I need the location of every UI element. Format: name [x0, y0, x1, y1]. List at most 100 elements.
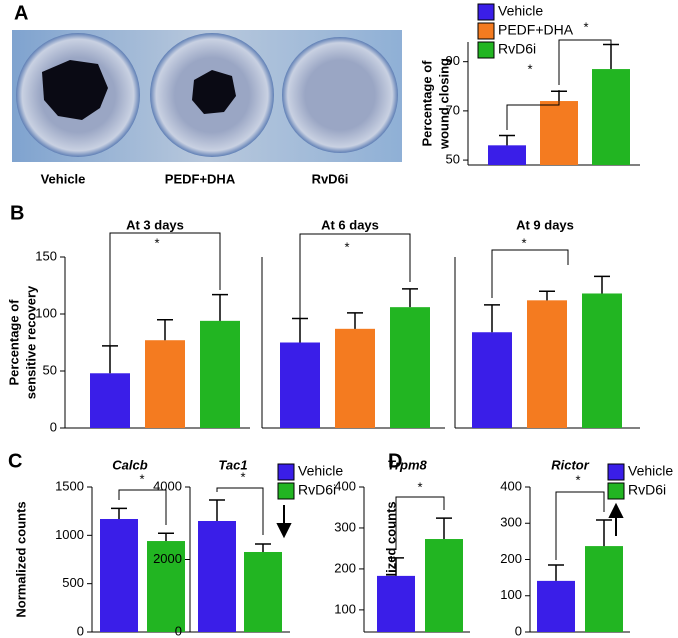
error-bar	[212, 293, 228, 321]
bar	[145, 340, 185, 428]
y-tick-label: 200	[500, 551, 522, 566]
bar	[90, 373, 130, 428]
significance-bracket	[216, 487, 264, 535]
photo-caption: RvD6i	[312, 171, 349, 186]
y-tick-label: 500	[62, 575, 84, 590]
legend-label: RvD6i	[498, 41, 536, 57]
y-tick-label: 70	[446, 102, 460, 117]
significance-bracket	[299, 233, 411, 318]
bar	[425, 539, 463, 632]
significance-star: *	[527, 61, 532, 76]
chart-title: Calcb	[112, 457, 147, 472]
chart-title: At 9 days	[516, 217, 574, 232]
legend-label: Vehicle	[498, 3, 543, 19]
legend-swatch	[607, 463, 625, 481]
significance-bracket	[555, 491, 605, 560]
y-axis-label: wound closing	[436, 58, 451, 150]
error-bar	[402, 288, 418, 308]
significance-star: *	[240, 469, 245, 484]
y-tick-label: 1000	[55, 527, 84, 542]
bar	[472, 332, 512, 428]
y-tick-label: 200	[334, 560, 356, 575]
y-tick-label: 1500	[55, 478, 84, 493]
y-tick-label: 100	[500, 587, 522, 602]
error-bar	[255, 543, 271, 552]
significance-bracket	[109, 232, 221, 362]
chart-title: At 6 days	[321, 217, 379, 232]
y-axis-label: sensitive recovery	[23, 285, 38, 399]
error-bar	[158, 532, 174, 542]
legend-swatch	[477, 22, 495, 40]
arrows	[276, 502, 624, 539]
significance-bracket	[118, 489, 167, 525]
chart-title: Tac1	[218, 457, 247, 472]
y-tick-label: 50	[43, 362, 57, 377]
y-tick-label: 0	[515, 623, 522, 638]
legend-label: Vehicle	[298, 463, 343, 479]
photo-caption: Vehicle	[41, 171, 86, 186]
bar	[198, 521, 236, 632]
significance-star: *	[575, 472, 580, 487]
bar	[244, 551, 282, 632]
bar	[527, 300, 567, 428]
bar	[585, 546, 623, 632]
y-tick-label: 100	[334, 601, 356, 616]
bar	[488, 145, 526, 165]
legend-swatch	[277, 463, 295, 481]
significance-bracket	[395, 496, 445, 550]
error-bar	[436, 517, 452, 540]
error-bar	[596, 519, 612, 547]
y-tick-label: 400	[500, 478, 522, 493]
legend-swatch	[477, 41, 495, 59]
error-bar	[548, 564, 564, 581]
bar	[335, 328, 375, 428]
error-bar	[484, 304, 500, 333]
significance-bracket	[491, 249, 569, 298]
y-tick-label: 400	[334, 478, 356, 493]
panel-label: C	[8, 450, 22, 472]
legend-label: RvD6i	[628, 482, 666, 498]
photo-panel	[12, 30, 402, 162]
legend-swatch	[277, 482, 295, 500]
error-bar	[209, 499, 225, 522]
error-bar	[347, 312, 363, 329]
significance-star: *	[154, 235, 159, 250]
y-axis-label: Normalized counts	[13, 501, 28, 617]
y-tick-label: 2000	[153, 551, 182, 566]
significance-bracket	[558, 39, 612, 85]
significance-star: *	[344, 239, 349, 254]
significance-star: *	[417, 479, 422, 494]
bar	[582, 293, 622, 428]
bar	[540, 101, 578, 165]
chart-title: Rictor	[551, 457, 590, 472]
error-bar	[594, 275, 610, 294]
y-tick-label: 0	[77, 623, 84, 638]
panel-label: D	[388, 450, 402, 472]
significance-star: *	[521, 235, 526, 250]
photo-caption: PEDF+DHA	[165, 171, 236, 186]
significance-star: *	[139, 471, 144, 486]
legend-swatch	[477, 3, 495, 21]
panel-label: B	[10, 202, 24, 224]
y-tick-label: 300	[500, 515, 522, 530]
chart-title: Trpm8	[387, 457, 427, 472]
legend-label: RvD6i	[298, 482, 336, 498]
significance-bracket	[506, 90, 560, 130]
y-tick-label: 0	[175, 623, 182, 638]
error-bar	[603, 43, 619, 70]
bar	[377, 575, 415, 632]
bar	[280, 342, 320, 428]
y-tick-label: 0	[50, 419, 57, 434]
y-tick-label: 100	[35, 305, 57, 320]
y-tick-label: 90	[446, 53, 460, 68]
bar	[592, 69, 630, 165]
legend-label: Vehicle	[628, 463, 673, 479]
y-tick-label: 50	[446, 152, 460, 167]
legend-swatch	[607, 482, 625, 500]
bar	[100, 518, 138, 632]
bar	[147, 541, 185, 632]
error-bar	[499, 134, 515, 146]
y-axis-label: Percentage of	[419, 60, 434, 147]
error-bar	[111, 507, 127, 519]
